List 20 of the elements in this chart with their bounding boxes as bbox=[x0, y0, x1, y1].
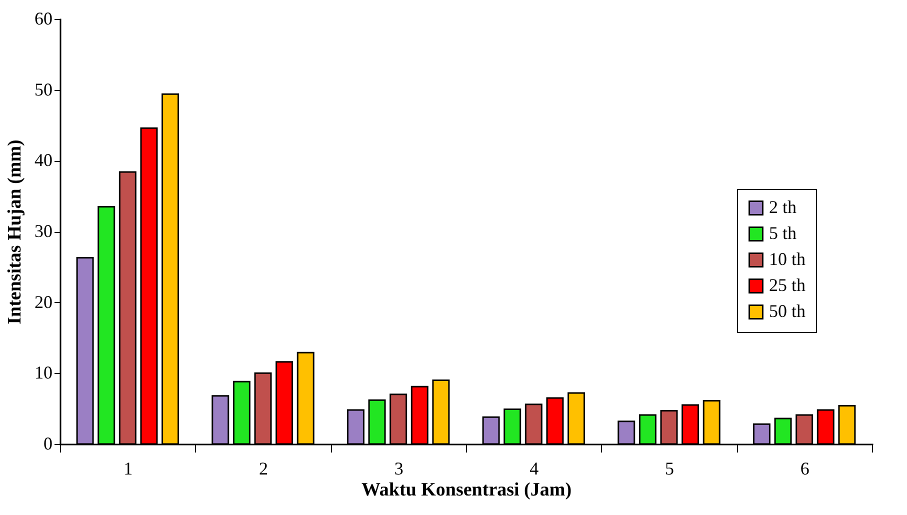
x-axis-title: Waktu Konsentrasi (Jam) bbox=[361, 480, 572, 500]
x-tick-label: 1 bbox=[124, 458, 133, 478]
legend-label: 25 th bbox=[769, 275, 806, 295]
legend-label: 10 th bbox=[769, 249, 806, 269]
y-tick-label: 50 bbox=[34, 79, 52, 100]
x-tick-label: 3 bbox=[394, 458, 404, 478]
y-tick-label: 30 bbox=[34, 221, 52, 241]
x-tick-label: 6 bbox=[800, 458, 810, 478]
legend-label: 5 th bbox=[769, 223, 797, 243]
legend-label: 50 th bbox=[769, 301, 806, 321]
x-tick-label: 5 bbox=[665, 458, 674, 478]
x-tick-label: 4 bbox=[530, 458, 539, 478]
y-tick-label: 0 bbox=[44, 434, 52, 454]
y-tick-label: 60 bbox=[34, 8, 52, 28]
y-axis-title: Intensitas Hujan (mm) bbox=[4, 140, 26, 324]
y-tick-label: 40 bbox=[34, 150, 52, 170]
y-tick-label: 20 bbox=[34, 292, 52, 312]
x-tick-label: 2 bbox=[259, 458, 268, 478]
legend-label: 2 th bbox=[769, 197, 797, 217]
y-tick-label: 10 bbox=[34, 362, 52, 383]
